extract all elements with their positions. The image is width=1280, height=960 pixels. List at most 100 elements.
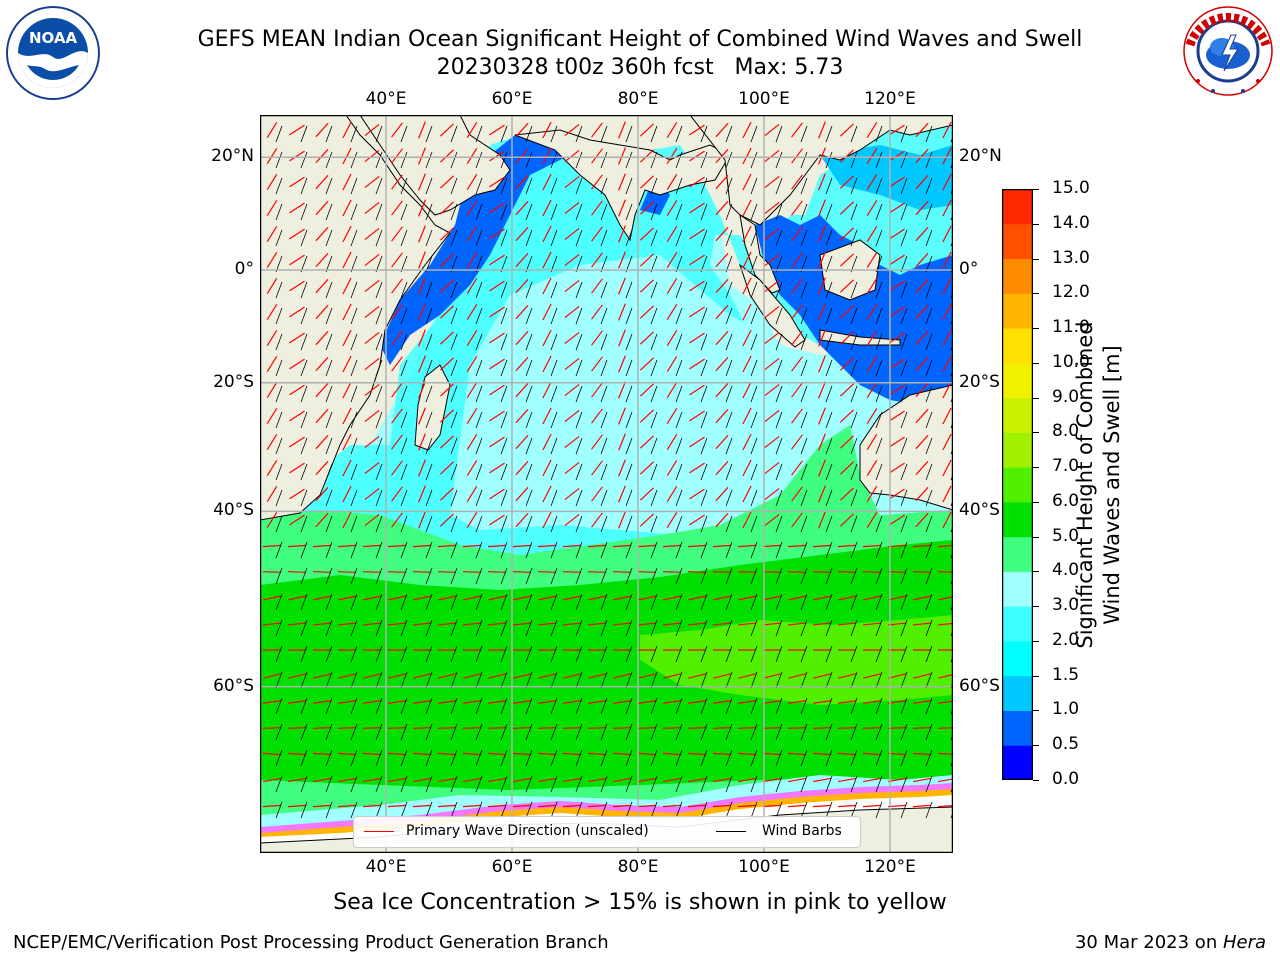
wind-barb <box>475 333 483 351</box>
wave-arrow <box>640 357 654 371</box>
wind-barb <box>275 281 283 299</box>
wave-arrow <box>288 673 306 679</box>
wave-arrow <box>715 408 729 424</box>
wave-direction-legend-line <box>364 831 394 832</box>
wave-arrow <box>764 331 780 345</box>
wave-arrow <box>289 176 305 188</box>
wave-arrow <box>640 227 654 241</box>
wind-barb <box>275 801 283 819</box>
wind-barb <box>675 177 683 195</box>
wave-arrow <box>387 544 407 548</box>
wind-barb <box>375 359 383 377</box>
wind-barb <box>475 385 483 403</box>
wind-barb <box>875 333 883 351</box>
wave-arrow <box>862 752 882 756</box>
wave-arrow <box>315 148 329 164</box>
wind-barb <box>300 177 308 195</box>
wave-arrow <box>764 435 780 449</box>
wind-barb <box>650 411 658 429</box>
wave-arrow <box>564 201 580 215</box>
wind-barb <box>450 307 458 325</box>
wind-barb <box>675 801 683 819</box>
wave-arrow <box>342 329 352 347</box>
wave-arrow <box>591 148 603 164</box>
wave-arrow <box>712 571 732 573</box>
wave-arrow <box>937 727 953 729</box>
wind-barb <box>575 619 583 637</box>
wind-barb <box>700 125 708 143</box>
wave-arrow <box>666 148 678 164</box>
wind-barb <box>525 567 533 585</box>
wave-arrow <box>764 513 780 527</box>
wave-arrow <box>942 173 952 191</box>
lon-label-bottom: 60°E <box>491 857 533 877</box>
wind-barb <box>475 229 483 247</box>
wave-arrow <box>266 330 278 346</box>
wind-barb <box>400 437 408 455</box>
wave-arrow <box>338 777 356 783</box>
wind-barb <box>600 775 608 793</box>
wind-barb <box>325 411 333 429</box>
wave-arrow <box>613 777 631 783</box>
wind-barb <box>775 307 783 325</box>
wind-barb <box>700 411 708 429</box>
wind-barb <box>825 229 833 247</box>
wind-barb <box>650 749 658 767</box>
wind-barb <box>625 515 633 533</box>
wind-barb <box>450 177 458 195</box>
wind-barb <box>700 333 708 351</box>
wind-barb <box>700 775 708 793</box>
wave-arrow <box>512 622 532 626</box>
wind-barb <box>525 203 533 221</box>
wind-barb <box>600 125 608 143</box>
wind-barb <box>300 385 308 403</box>
wind-barb <box>850 177 858 195</box>
wind-barb <box>300 411 308 429</box>
colorbar-tick <box>1033 432 1039 434</box>
wave-arrow <box>889 514 905 526</box>
wave-arrow <box>364 175 380 189</box>
wind-barb <box>375 749 383 767</box>
wind-barb <box>525 775 533 793</box>
wind-barb <box>300 437 308 455</box>
wind-barb <box>550 281 558 299</box>
wave-arrow <box>715 226 729 242</box>
wind-barb <box>300 593 308 611</box>
wind-barb <box>875 593 883 611</box>
wave-arrow <box>791 252 803 268</box>
wave-arrow <box>887 804 907 808</box>
wind-barb <box>400 411 408 429</box>
wave-arrow <box>288 595 306 601</box>
wind-barb <box>725 151 733 169</box>
wave-arrow <box>687 752 707 756</box>
wave-arrow <box>837 727 857 729</box>
wind-barb <box>350 203 358 221</box>
wind-barb <box>400 203 408 221</box>
wave-arrow <box>912 727 932 729</box>
wind-barb <box>875 671 883 689</box>
wind-barb <box>525 671 533 689</box>
wind-barb <box>900 567 908 585</box>
wind-barb <box>400 749 408 767</box>
wind-barb <box>850 697 858 715</box>
colorbar-tick <box>1033 397 1039 399</box>
wave-arrow <box>764 253 780 267</box>
wave-arrow <box>440 149 454 163</box>
wave-arrow <box>637 571 657 573</box>
colorbar-tick <box>1033 675 1039 677</box>
wave-arrow <box>263 673 281 679</box>
wind-barb <box>275 229 283 247</box>
wave-arrow <box>542 121 552 139</box>
wind-barb <box>425 697 433 715</box>
wave-arrow <box>364 487 380 501</box>
wave-arrow <box>915 460 929 476</box>
wind-barb <box>500 567 508 585</box>
wind-barb <box>650 593 658 611</box>
wave-arrow <box>263 777 281 783</box>
wave-arrow <box>663 673 681 679</box>
wave-arrow <box>466 148 478 164</box>
wave-arrow <box>364 201 380 215</box>
wind-barb <box>800 177 808 195</box>
wave-arrow <box>489 228 505 240</box>
wind-barb <box>325 515 333 533</box>
